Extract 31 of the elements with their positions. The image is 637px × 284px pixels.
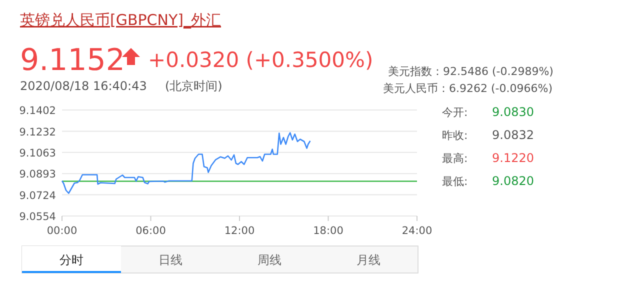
text: 9.0830 — [492, 105, 534, 119]
x-tick-label: 12:00 — [224, 225, 255, 237]
y-tick-label: 9.1063 — [19, 147, 56, 160]
text: 月线 — [356, 253, 380, 267]
text: 最高: — [442, 152, 468, 165]
text: 昨收: — [442, 129, 468, 142]
text: 2020/08/18 16:40:43 — [20, 79, 147, 93]
y-tick-label: 9.0554 — [19, 211, 56, 223]
y-tick-label: 9.1402 — [19, 105, 56, 117]
text: 分时 — [60, 253, 84, 267]
y-tick-label: 9.0724 — [19, 190, 56, 202]
text: 9.0820 — [492, 174, 534, 188]
text: 9.0832 — [492, 128, 534, 142]
line-series — [61, 132, 311, 194]
text: 日线 — [158, 253, 182, 267]
chart-title: 英镑兑人民币[GBPCNY]_外汇 — [20, 11, 222, 29]
x-tick-label: 00:00 — [46, 225, 78, 237]
text: 最低: — [442, 175, 468, 188]
x-tick-label: 18:00 — [313, 225, 344, 237]
text: +0.0320 (+0.3500%) — [148, 48, 374, 72]
y-tick-label: 9.0893 — [19, 168, 56, 181]
text: 周线 — [258, 253, 282, 267]
text: 美元指数：92.5486 (-0.2989%) — [388, 65, 554, 78]
x-tick-label: 24:00 — [402, 225, 432, 237]
y-tick-label: 9.1232 — [19, 126, 56, 138]
text: (北京时间) — [165, 79, 222, 93]
text: 今开: — [442, 106, 468, 119]
text: 9.1152 — [20, 43, 125, 78]
text: 美元人民币：6.9262 (-0.0966%) — [383, 82, 552, 95]
x-tick-label: 06:00 — [136, 225, 166, 237]
text: 9.1220 — [492, 151, 534, 165]
